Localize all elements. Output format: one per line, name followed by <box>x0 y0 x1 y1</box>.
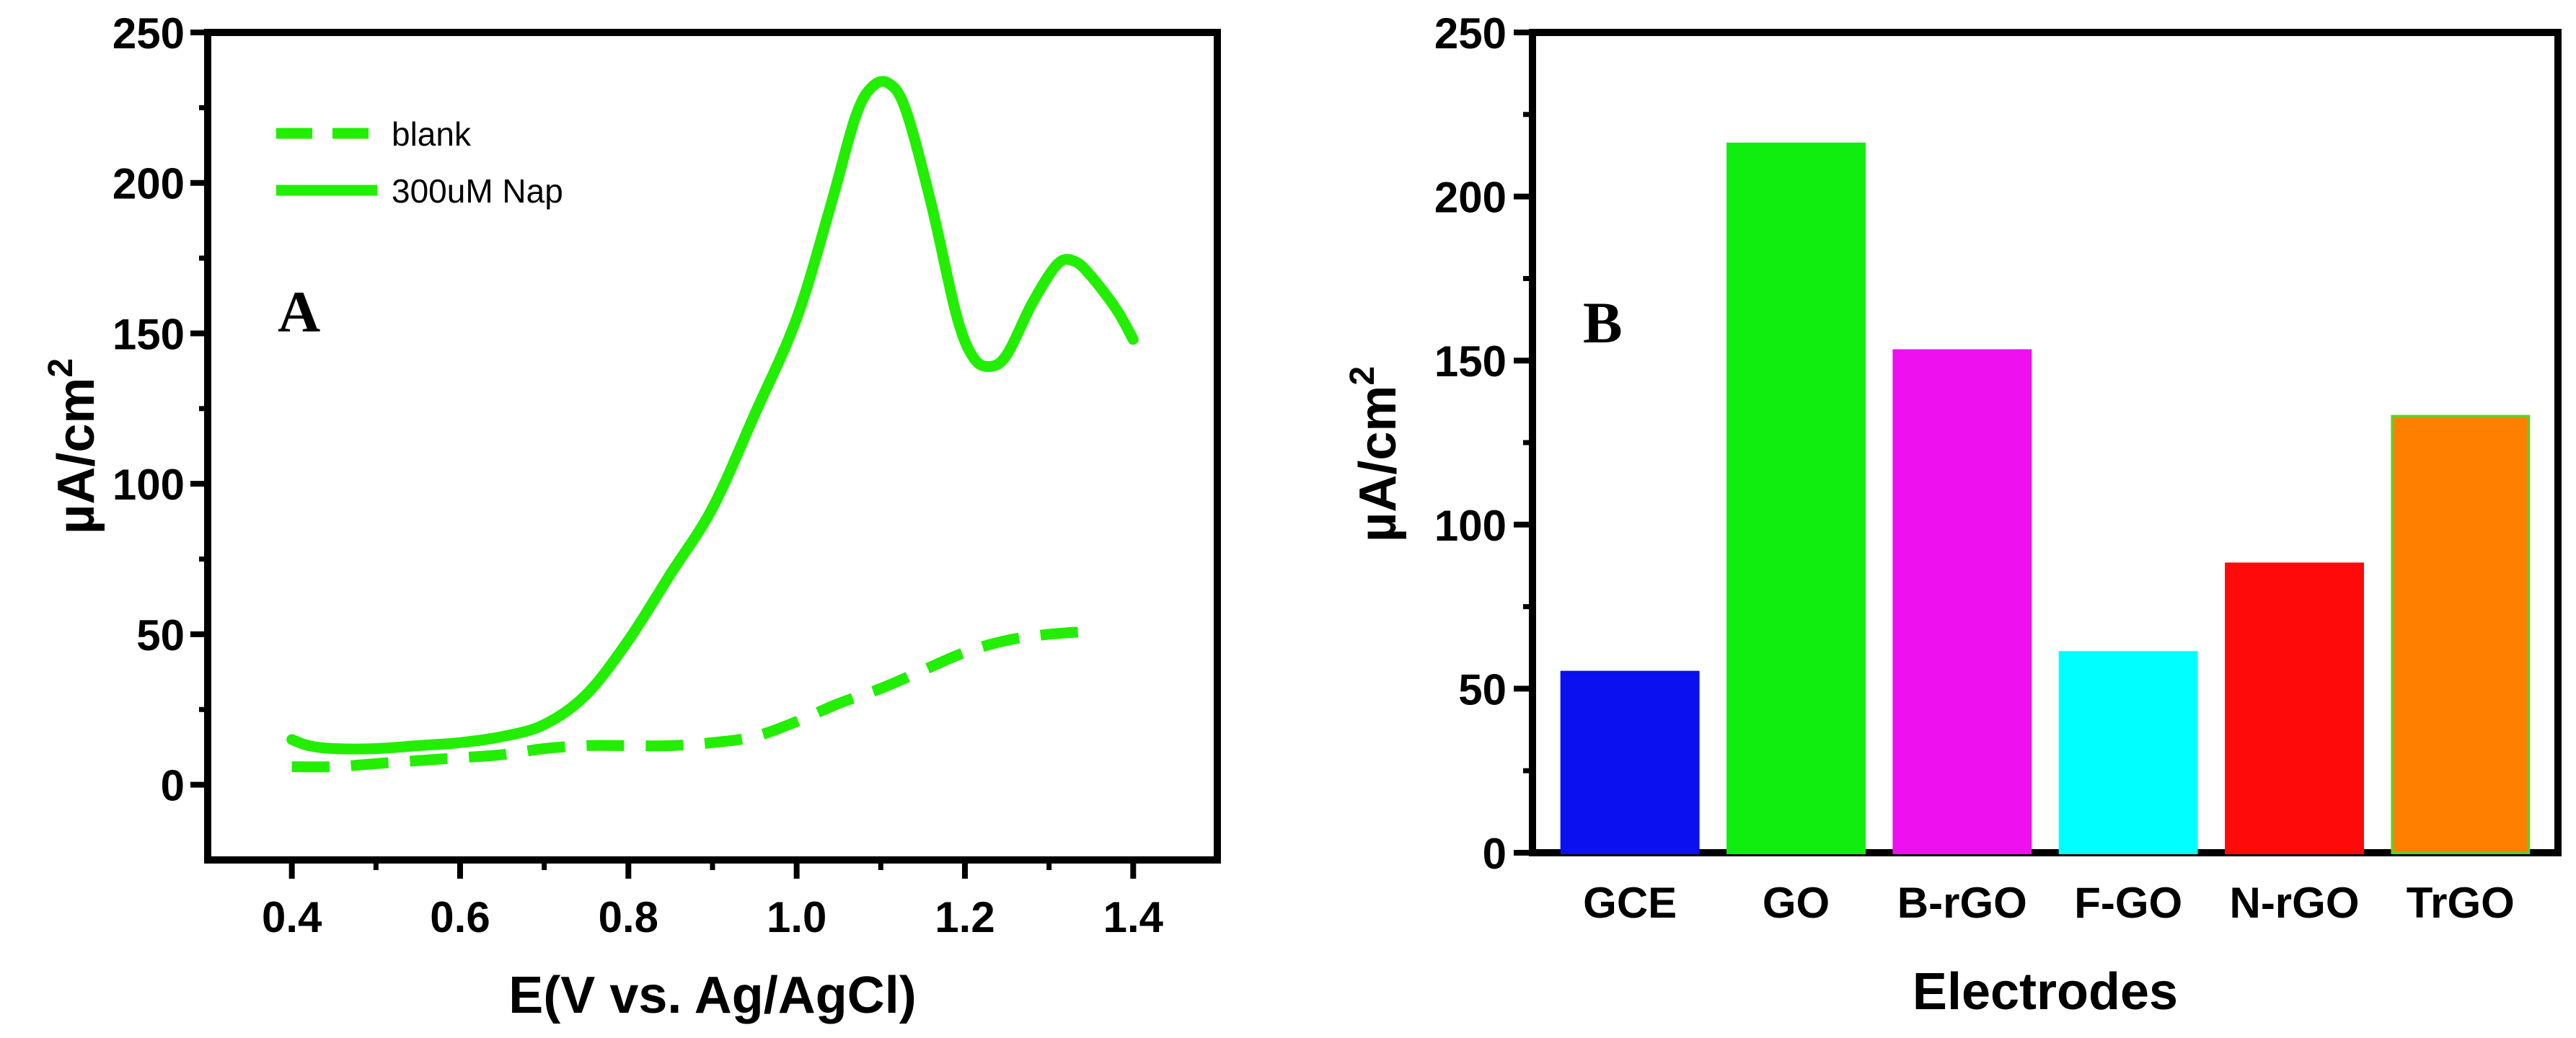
legend-label-blank: blank <box>392 115 472 153</box>
bar-b-rgo <box>1892 349 2032 854</box>
panel-b-y-tick-label: 100 <box>1434 502 1507 550</box>
panel-a-x-axis-title: E(V vs. Ag/AgCl) <box>508 967 916 1024</box>
panel-a-x-tick-label: 1.4 <box>1103 893 1164 941</box>
panel-a-y-axis-title-main: µA/cm <box>48 378 105 535</box>
panel-b-ticks: 0 50 100 150 200 250 GCE GO B-rGO F-GO N-rGO TrGO <box>1434 9 2515 927</box>
bar-gce <box>1560 670 1700 854</box>
bar-n-rgo <box>2225 562 2365 855</box>
panel-b-y-tick-label: 0 <box>1483 830 1507 878</box>
bar-go <box>1726 142 1866 855</box>
panel-a-y-axis-title: µA/cm2 <box>42 358 105 534</box>
panel-a-x-tick-label: 0.6 <box>430 893 490 941</box>
panel-a-y-tick-label: 100 <box>113 461 185 509</box>
panel-a-letter: A <box>278 279 320 345</box>
panel-b-x-tick-label: TrGO <box>2407 879 2515 927</box>
panel-a-series <box>286 76 1139 773</box>
panel-b-y-axis-title: µA/cm2 <box>1344 366 1407 542</box>
panel-b-x-tick-label: GO <box>1763 879 1830 927</box>
panel-b: 0 50 100 150 200 250 GCE GO B-rGO F-GO N-rGO TrGO B… <box>1344 9 2562 1021</box>
panel-b-x-tick-label: B-rGO <box>1897 879 2027 927</box>
panel-b-x-axis-title: Electrodes <box>1913 963 2178 1021</box>
panel-a-y-tick-label: 250 <box>113 9 185 58</box>
bar-trgo <box>2391 414 2531 854</box>
panel-b-y-tick-label: 150 <box>1434 337 1507 386</box>
panel-a-y-tick-label: 150 <box>113 310 185 358</box>
panel-a-y-tick-label: 50 <box>136 611 185 660</box>
bar-f-go <box>2058 651 2198 854</box>
panel-b-x-tick-label: F-GO <box>2074 879 2182 927</box>
panel-b-y-axis-title-sup: 2 <box>1344 366 1382 386</box>
panel-a-y-tick-label: 200 <box>113 160 185 208</box>
panel-a-x-tick-label: 1.2 <box>935 893 994 941</box>
panel-a-x-tick-label: 0.4 <box>262 893 322 941</box>
panel-b-y-axis-title-main: µA/cm <box>1349 386 1407 543</box>
panel-b-bars <box>1560 142 2531 855</box>
panel-a-legend: blank 300uM Nap <box>276 115 563 210</box>
panel-b-x-tick-label: GCE <box>1583 879 1677 927</box>
panel-b-y-tick-label: 50 <box>1458 665 1507 714</box>
panel-a-y-axis-title-sup: 2 <box>42 358 80 378</box>
panel-b-y-tick-label: 250 <box>1434 9 1507 58</box>
panel-b-x-tick-label: N-rGO <box>2230 879 2360 927</box>
panel-a-x-tick-label: 1.0 <box>767 893 826 941</box>
panel-b-letter: B <box>1583 290 1623 355</box>
panel-a-x-tick-label: 0.8 <box>599 893 658 941</box>
series-line-300um-nap <box>286 76 1139 755</box>
legend-label-300um-nap: 300uM Nap <box>392 172 563 210</box>
series-line-blank <box>291 626 1092 773</box>
panel-a-y-tick-label: 0 <box>161 762 185 810</box>
panel-a-ticks: 0.4 0.6 0.8 1.0 1.2 1.4 0 50 100 150 200 250 <box>113 9 1164 941</box>
panel-a-plot-frame <box>204 29 1221 864</box>
panel-a: 0.4 0.6 0.8 1.0 1.2 1.4 0 50 100 150 200 250 A blan… <box>42 9 1221 1024</box>
panel-b-y-tick-label: 200 <box>1434 174 1507 222</box>
